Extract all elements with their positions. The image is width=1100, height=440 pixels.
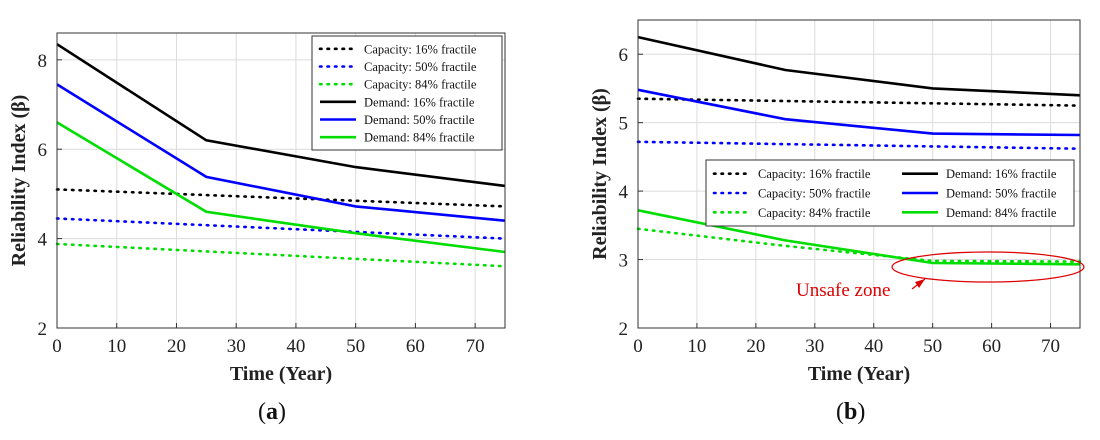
x-tick-label: 20 <box>167 336 186 357</box>
panel-label: (b) <box>836 399 865 425</box>
x-tick-label: 50 <box>346 336 365 357</box>
legend-label-2: Capacity: 50% fractile <box>758 187 871 201</box>
series-line-4 <box>637 35 1081 97</box>
annotation-arrow-head <box>915 279 925 288</box>
legend-label-6: Demand: 84% fractile <box>946 206 1057 220</box>
x-tick-label: 60 <box>406 336 425 357</box>
x-axis-label: Time (Year) <box>808 363 910 385</box>
x-tick-label: 60 <box>982 336 1001 357</box>
legend-label-3: Capacity: 84% fractile <box>364 78 477 92</box>
legend-label-4: Demand: 16% fractile <box>364 95 475 109</box>
y-tick-label: 5 <box>619 114 629 135</box>
axes-frame <box>56 32 506 329</box>
y-axis-label: Reliability Index (β) <box>589 88 611 260</box>
legend-box <box>311 35 503 151</box>
legend-label-1: Capacity: 16% fractile <box>758 167 871 181</box>
y-tick-label: 4 <box>38 230 48 251</box>
y-tick-label: 2 <box>619 319 629 340</box>
x-tick-label: 10 <box>107 336 126 357</box>
legend-label-2: Capacity: 50% fractile <box>364 60 477 74</box>
series-line-5 <box>56 83 506 222</box>
series-line-5 <box>637 88 1081 137</box>
panel-label-close: ) <box>278 399 286 425</box>
y-tick-label: 6 <box>38 140 48 161</box>
x-tick-label: 40 <box>286 336 305 357</box>
x-axis-label: Time (Year) <box>230 363 332 385</box>
series-line-3 <box>636 227 1082 263</box>
x-tick-label: 30 <box>805 336 824 357</box>
axes-frame <box>637 19 1081 329</box>
panel-label-letter: b <box>844 399 857 425</box>
series-line-2 <box>636 140 1082 150</box>
x-tick-label: 50 <box>923 336 942 357</box>
panel-label-letter: a <box>266 399 278 425</box>
series-line-6 <box>56 121 506 254</box>
x-tick-label: 0 <box>52 336 62 357</box>
panel-label-open: ( <box>836 399 844 425</box>
chart-a: 0 10 20 30 40 50 60 70 2 4 6 8 Time (Year) Reliabilit… <box>8 32 507 425</box>
legend-label-3: Capacity: 84% fractile <box>758 206 871 220</box>
series-line-4 <box>56 43 506 188</box>
legend: Capacity: 16% fractile Capacity: 50% frac… <box>311 35 503 151</box>
y-axis-label: Reliability Index (β) <box>8 95 30 267</box>
legend-label-6: Demand: 84% fractile <box>364 131 475 145</box>
legend-label-5: Demand: 50% fractile <box>364 113 475 127</box>
x-tick-label: 30 <box>227 336 246 357</box>
unsafe-zone-label: Unsafe zone <box>796 280 890 301</box>
y-tick-label: 4 <box>619 182 629 203</box>
x-tick-label: 20 <box>746 336 765 357</box>
y-tick-label: 8 <box>38 51 48 72</box>
series-line-1 <box>636 97 1082 107</box>
legend-label-1: Capacity: 16% fractile <box>364 42 477 56</box>
y-tick-label: 2 <box>38 319 48 340</box>
legend-label-4: Demand: 16% fractile <box>946 167 1057 181</box>
x-tick-label: 70 <box>1041 336 1060 357</box>
unsafe-zone-ellipse <box>891 251 1085 283</box>
panel-label: (a) <box>258 399 286 425</box>
y-tick-label: 3 <box>619 251 629 272</box>
legend-label-5: Demand: 50% fractile <box>946 187 1057 201</box>
legend: Capacity: 16% fractile Capacity: 50% frac… <box>705 159 1075 227</box>
y-tick-label: 6 <box>619 45 629 66</box>
legend-box <box>705 159 1075 227</box>
panel-label-open: ( <box>258 399 266 425</box>
series-line-2 <box>55 217 507 240</box>
x-tick-label: 40 <box>864 336 883 357</box>
panel-label-close: ) <box>857 399 865 425</box>
x-tick-label: 0 <box>633 336 643 357</box>
series-line-1 <box>55 188 507 208</box>
chart-b: 0 10 20 30 40 50 60 70 2 3 4 5 6 Time (Year) Reliabili… <box>589 19 1085 425</box>
x-tick-label: 70 <box>466 336 485 357</box>
series-line-3 <box>55 242 507 268</box>
x-tick-label: 10 <box>687 336 706 357</box>
